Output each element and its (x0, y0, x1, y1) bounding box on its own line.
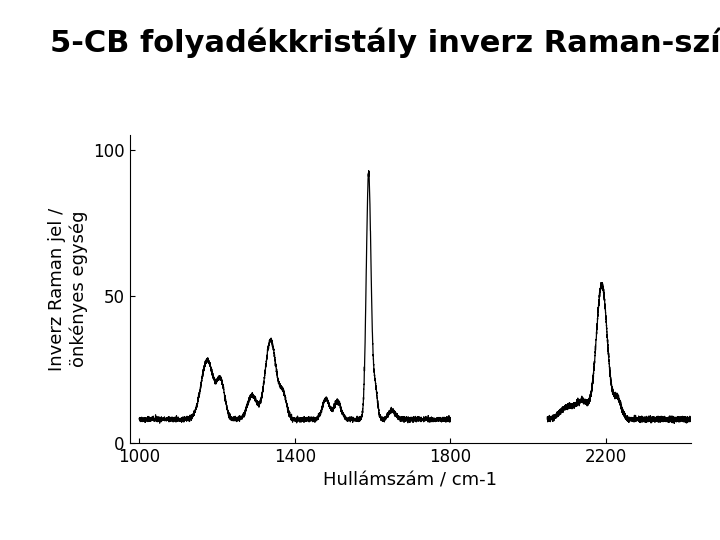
Y-axis label: Inverz Raman jel /
önkényes egység: Inverz Raman jel / önkényes egység (48, 207, 88, 370)
Text: 5-CB folyadékkristály inverz Raman-színképe: 5-CB folyadékkristály inverz Raman-színk… (50, 27, 720, 57)
X-axis label: Hullámszám / cm-1: Hullámszám / cm-1 (323, 471, 498, 489)
